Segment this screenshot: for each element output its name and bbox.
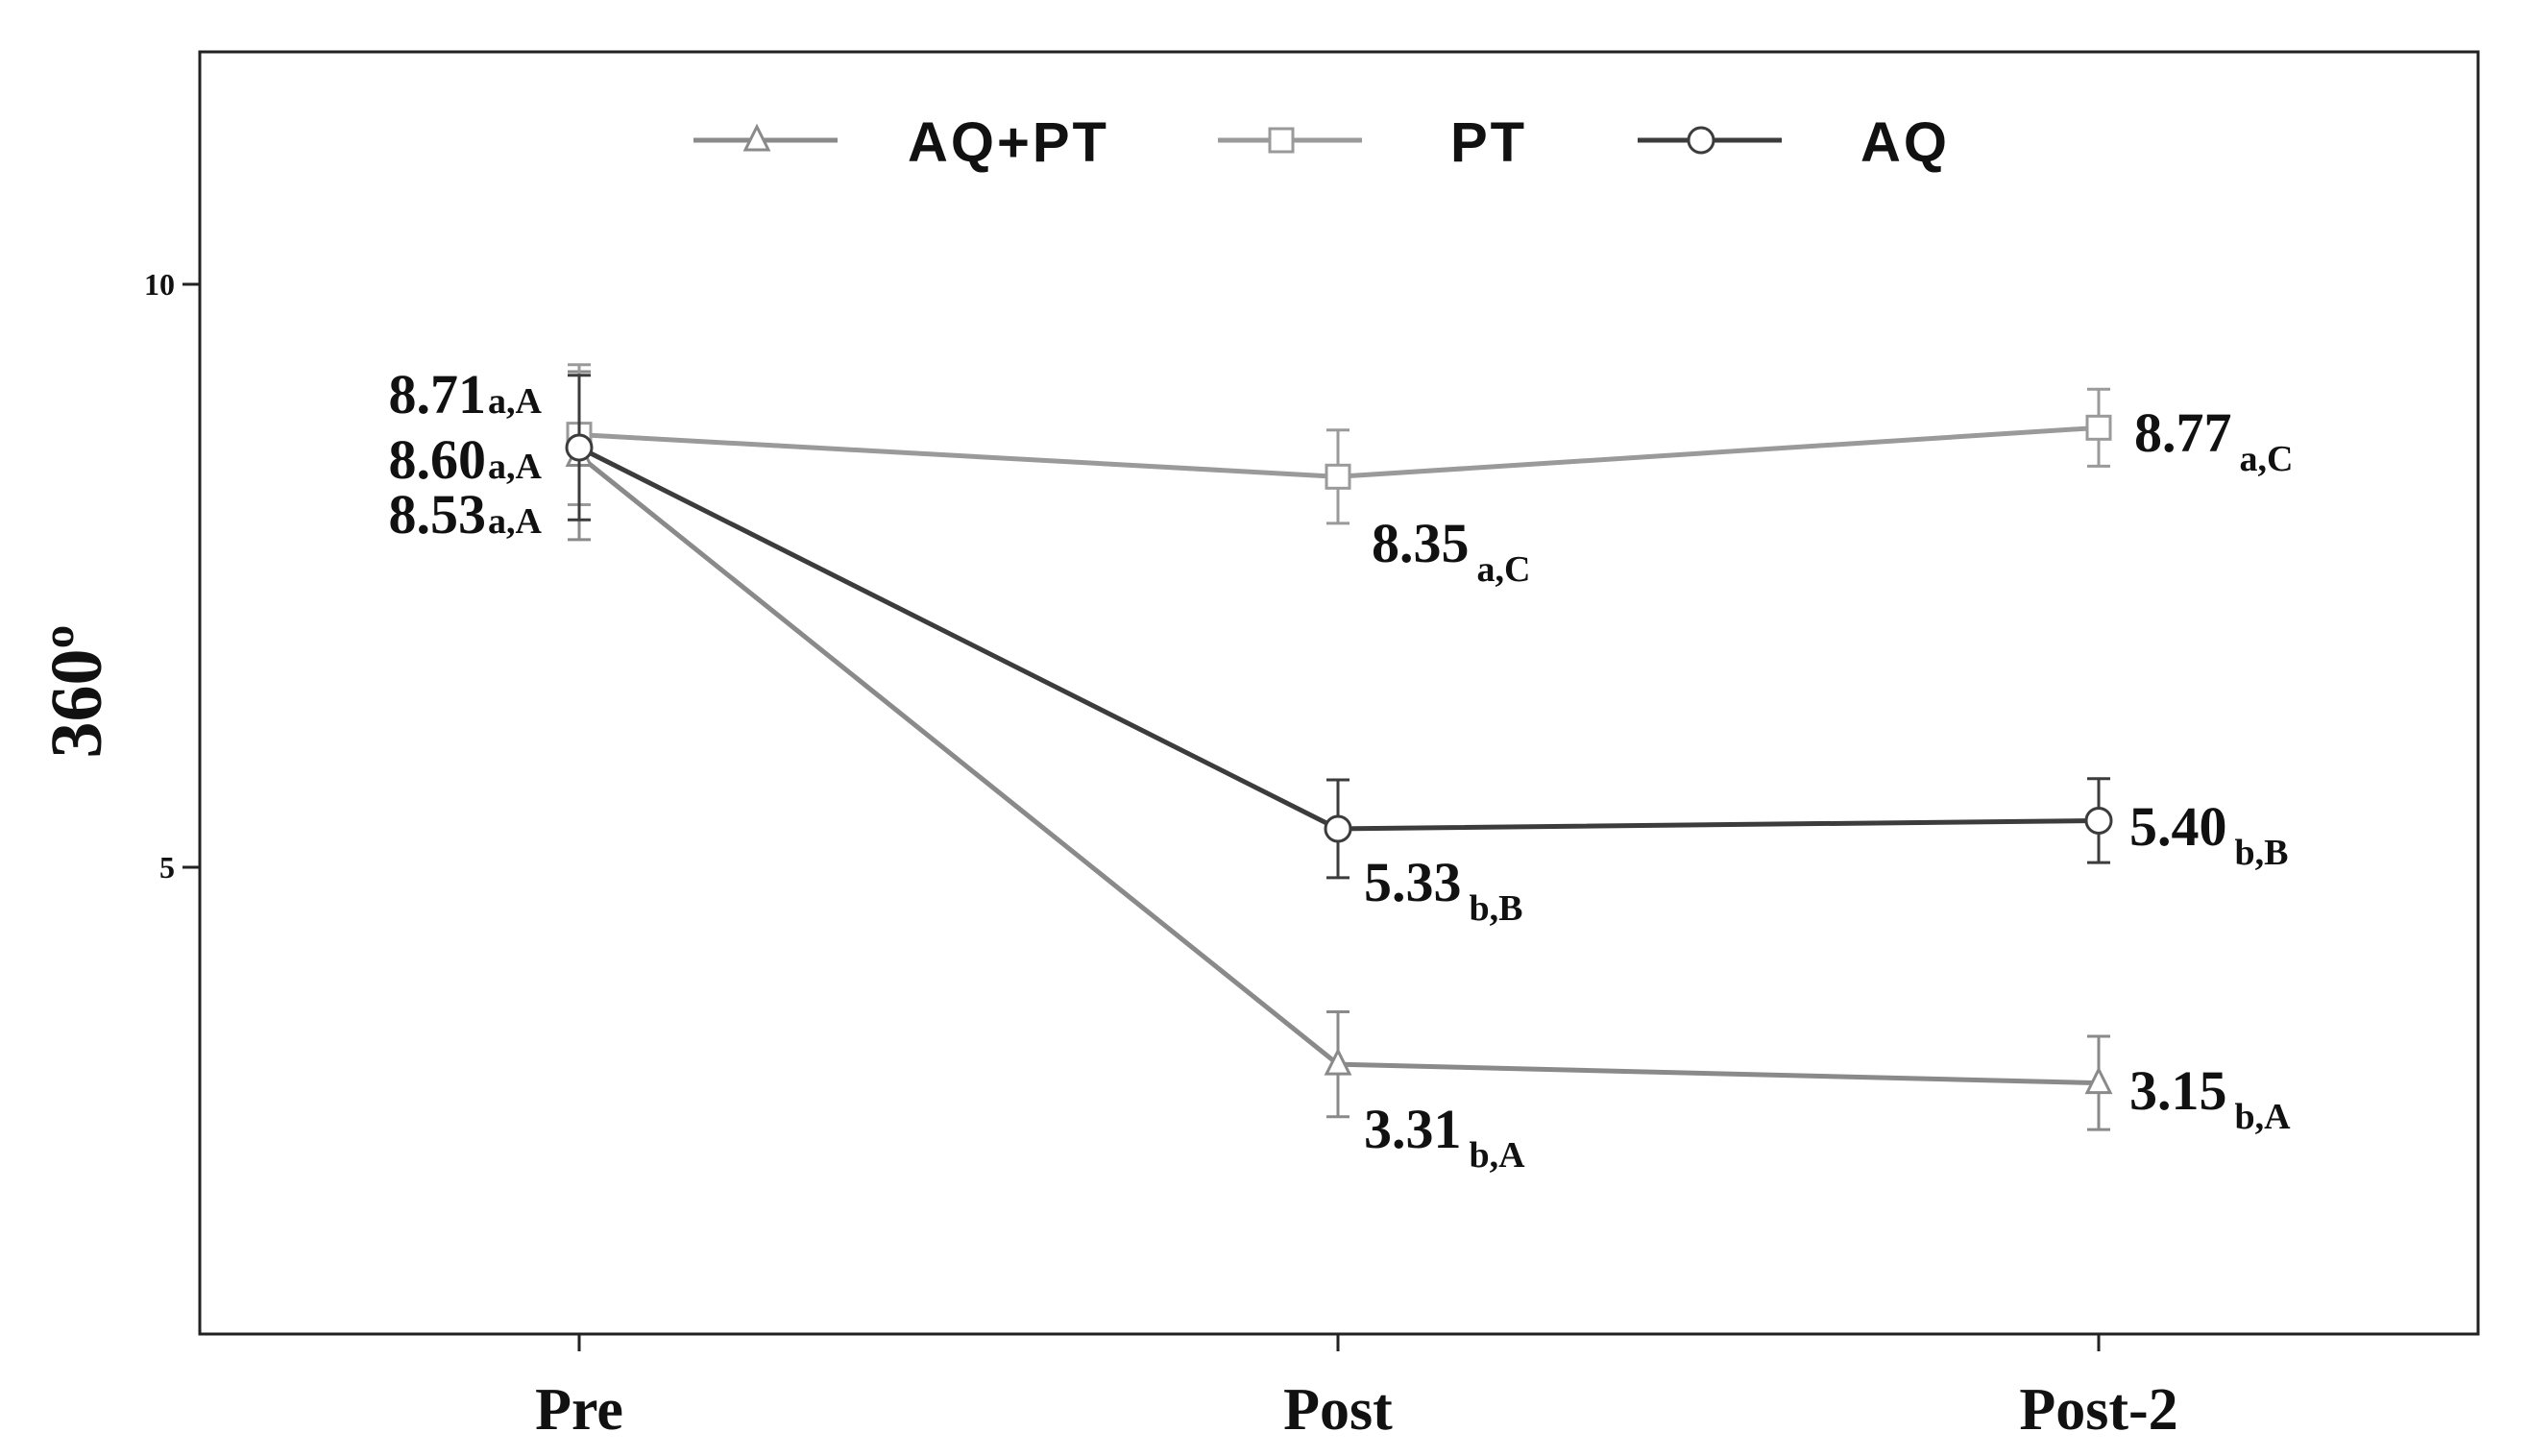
x-tick-label: Post xyxy=(1283,1377,1393,1443)
legend-label: PT xyxy=(1450,111,1527,174)
circle-marker xyxy=(1324,814,1352,843)
circle-marker xyxy=(565,433,594,462)
circle-marker xyxy=(2084,806,2113,835)
legend: AQ+PT PT AQ xyxy=(693,111,1950,174)
triangle-marker xyxy=(2084,1066,2113,1095)
legend-item: AQ xyxy=(1638,111,1950,174)
data-label: 8.35 a,C xyxy=(1372,512,1530,590)
data-label: 3.31 b,A xyxy=(1364,1098,1525,1176)
series-line xyxy=(577,453,2100,1086)
legend-square-marker xyxy=(1268,127,1295,154)
y-tick-label: 5 xyxy=(159,850,175,885)
data-label: 5.40 b,B xyxy=(2129,795,2288,873)
square-marker xyxy=(1325,463,1351,490)
series-layer xyxy=(565,363,2113,1131)
legend-label: AQ+PT xyxy=(908,111,1109,174)
data-labels: 8.53a,A 3.31 b,A 3.15 b,A 8.71a,A 8.35 a,C 8.77 a… xyxy=(389,363,2294,1176)
square-marker xyxy=(2085,414,2112,441)
x-axis: Pre Post Post-2 xyxy=(535,1334,2178,1443)
data-label: 8.71a,A xyxy=(389,363,543,425)
plot-frame xyxy=(198,50,2480,1336)
data-label: 8.53a,A xyxy=(389,483,543,546)
triangle-marker xyxy=(1324,1047,1352,1076)
series-aq xyxy=(565,374,2113,880)
x-tick-label: Post-2 xyxy=(2019,1377,2177,1443)
y-axis-label: 360º xyxy=(36,624,117,758)
x-tick-label: Pre xyxy=(535,1377,623,1443)
data-label: 8.77 a,C xyxy=(2134,401,2293,479)
legend-item: PT xyxy=(1218,111,1527,174)
y-axis: 5 10 xyxy=(144,267,200,885)
data-label: 5.33 b,B xyxy=(1364,851,1522,929)
legend-item: AQ+PT xyxy=(693,111,1109,174)
data-label: 3.15 b,A xyxy=(2129,1059,2291,1137)
series-aq-pt xyxy=(565,370,2113,1131)
data-label: 8.60a,A xyxy=(389,428,543,491)
series-pt xyxy=(566,363,2112,525)
legend-circle-marker xyxy=(1687,126,1715,155)
legend-triangle-marker xyxy=(742,123,771,152)
legend-label: AQ xyxy=(1860,111,1950,174)
y-tick-label: 10 xyxy=(144,267,175,302)
